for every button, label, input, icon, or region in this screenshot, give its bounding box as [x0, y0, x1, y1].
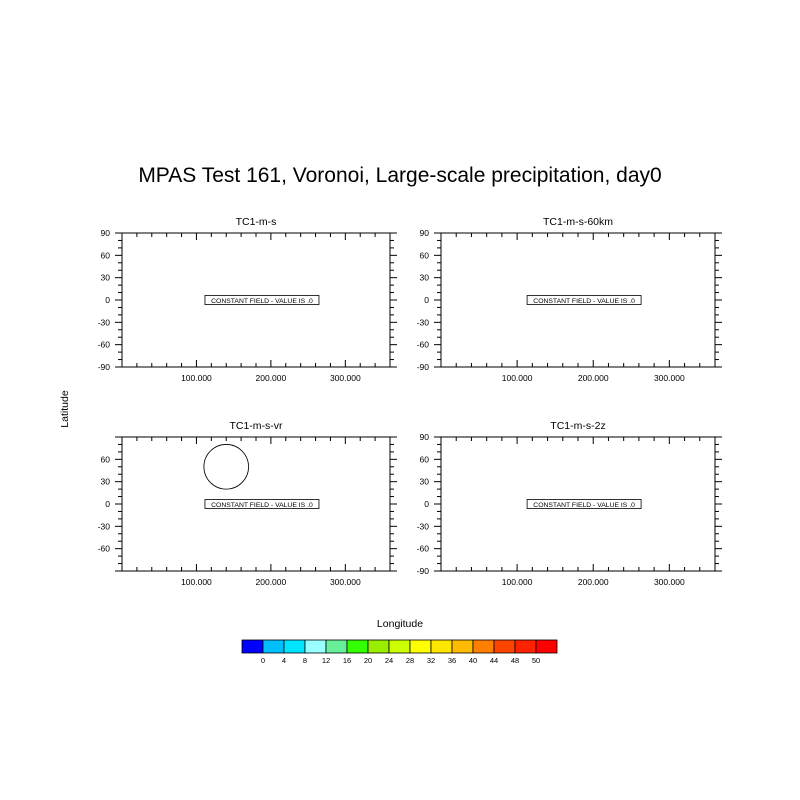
colorbar-box	[472, 639, 495, 654]
figure-title: MPAS Test 161, Voronoi, Large-scale prec…	[138, 164, 661, 187]
colorbar-label: 40	[469, 656, 477, 665]
panel-3: TC1-m-s-vr 100.000 200.000 300.000 -60 -30 0 30…	[98, 420, 397, 587]
constant-field-box	[526, 499, 642, 509]
colorbar: 0 4 8 12 16 20 24 28 32 36 40 44 48 50	[241, 639, 558, 665]
x-tick-label: 200.000	[256, 577, 287, 587]
y-tick-label: -60	[417, 544, 430, 554]
colorbar-label: 20	[364, 656, 372, 665]
y-tick-label: -30	[417, 521, 430, 531]
y-tick-label: 30	[101, 273, 111, 283]
y-tick-label: 0	[424, 295, 429, 305]
panel-1: TC1-m-s 100.000 200.000 300.000 -90 -60 -30 0 30…	[98, 216, 397, 383]
colorbar-box	[451, 639, 474, 654]
x-tick-label: 300.000	[330, 373, 361, 383]
panel-title: TC1-m-s-2z	[550, 420, 605, 432]
colorbar-box	[409, 639, 432, 654]
colorbar-box	[283, 639, 306, 654]
y-tick-label: -90	[98, 362, 111, 372]
panel-title: TC1-m-s-60km	[543, 216, 613, 228]
y-tick-label: 30	[420, 477, 430, 487]
colorbar-box	[346, 639, 369, 654]
colorbar-box	[241, 639, 264, 654]
y-tick-label: -30	[98, 317, 111, 327]
y-tick-label: 0	[424, 499, 429, 509]
colorbar-label: 8	[303, 656, 307, 665]
y-tick-label: 30	[420, 273, 430, 283]
refinement-circle	[203, 444, 249, 490]
panel-4: TC1-m-s-2z 100.000 200.000 300.000 -90 -60 -30…	[417, 420, 722, 587]
colorbar-box	[430, 639, 453, 654]
x-tick-label: 100.000	[181, 577, 212, 587]
y-tick-label: 0	[105, 499, 110, 509]
y-tick-label: 30	[101, 477, 111, 487]
colorbar-label: 16	[343, 656, 351, 665]
x-tick-label: 300.000	[654, 373, 685, 383]
y-tick-label: -60	[417, 340, 430, 350]
x-tick-label: 300.000	[330, 577, 361, 587]
y-tick-label: 60	[101, 250, 111, 260]
colorbar-box	[514, 639, 537, 654]
y-tick-label: 60	[101, 454, 111, 464]
y-tick-label: -90	[417, 362, 430, 372]
colorbar-box	[493, 639, 516, 654]
y-tick-label: 60	[420, 454, 430, 464]
colorbar-label: 28	[406, 656, 414, 665]
x-tick-label: 200.000	[578, 577, 609, 587]
panel-2: TC1-m-s-60km 100.000 200.000 300.000 -90 -60 -…	[417, 216, 722, 383]
colorbar-box	[388, 639, 411, 654]
colorbar-label: 50	[532, 656, 540, 665]
y-tick-label: -90	[417, 566, 430, 576]
colorbar-box	[325, 639, 348, 654]
colorbar-label: 24	[385, 656, 393, 665]
x-tick-label: 300.000	[654, 577, 685, 587]
constant-field-box	[204, 295, 320, 305]
colorbar-label: 12	[322, 656, 330, 665]
y-tick-label: 90	[101, 228, 111, 238]
panel-title: TC1-m-s-vr	[229, 420, 283, 432]
constant-field-box	[526, 295, 642, 305]
y-tick-label: -60	[98, 544, 111, 554]
x-axis-label: Longitude	[377, 618, 423, 630]
y-tick-label: -30	[98, 521, 111, 531]
colorbar-label: 44	[490, 656, 498, 665]
x-tick-label: 100.000	[181, 373, 212, 383]
constant-field-label: CONSTANT FIELD - VALUE IS .0	[211, 502, 313, 509]
y-tick-label: 90	[420, 228, 430, 238]
y-tick-label: 0	[105, 295, 110, 305]
y-tick-label: 60	[420, 250, 430, 260]
x-tick-label: 100.000	[502, 577, 533, 587]
constant-field-box	[204, 499, 320, 509]
panel-title: TC1-m-s	[236, 216, 277, 228]
colorbar-label: 0	[261, 656, 265, 665]
panels: TC1-m-s 100.000 200.000 300.000 -90 -60 -30 0 30…	[98, 216, 722, 587]
y-axis-label: Latitude	[59, 390, 71, 428]
colorbar-label: 36	[448, 656, 456, 665]
constant-field-label: CONSTANT FIELD - VALUE IS .0	[533, 298, 635, 305]
colorbar-label: 48	[511, 656, 519, 665]
colorbar-box	[367, 639, 390, 654]
colorbar-box	[262, 639, 285, 654]
constant-field-label: CONSTANT FIELD - VALUE IS .0	[211, 298, 313, 305]
constant-field-label: CONSTANT FIELD - VALUE IS .0	[533, 502, 635, 509]
y-tick-label: 90	[420, 432, 430, 442]
x-tick-label: 200.000	[578, 373, 609, 383]
colorbar-box	[304, 639, 327, 654]
y-tick-label: -30	[417, 317, 430, 327]
x-tick-label: 200.000	[256, 373, 287, 383]
x-tick-label: 100.000	[502, 373, 533, 383]
colorbar-label: 4	[282, 656, 286, 665]
colorbar-label: 32	[427, 656, 435, 665]
y-tick-label: -60	[98, 340, 111, 350]
colorbar-box	[535, 639, 558, 654]
